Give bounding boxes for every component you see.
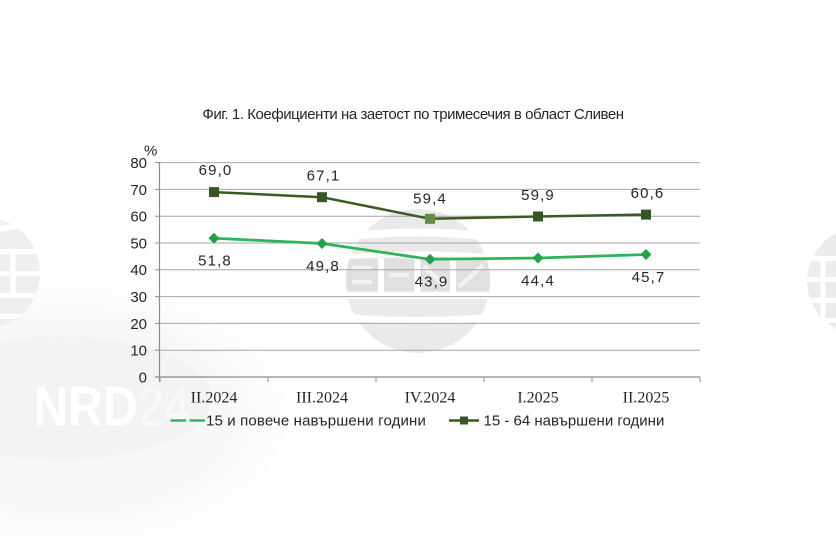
svg-text:15 и повече навършени години: 15 и повече навършени години <box>206 413 426 430</box>
svg-text:II.2025: II.2025 <box>623 390 670 407</box>
svg-text:40: 40 <box>130 262 147 279</box>
svg-text:15 - 64 навършени години: 15 - 64 навършени години <box>484 413 665 430</box>
svg-text:%: % <box>144 143 157 160</box>
svg-text:51,8: 51,8 <box>198 253 232 270</box>
svg-text:59,4: 59,4 <box>413 191 447 208</box>
svg-text:NRD: NRD <box>34 376 138 438</box>
svg-text:80: 80 <box>130 155 147 172</box>
svg-text:49,8: 49,8 <box>306 258 340 275</box>
svg-text:44,4: 44,4 <box>521 273 555 290</box>
svg-text:0: 0 <box>139 369 147 386</box>
svg-text:II.2024: II.2024 <box>191 390 238 407</box>
svg-text:69,0: 69,0 <box>199 162 233 179</box>
svg-text:24: 24 <box>138 376 190 438</box>
svg-text:60,6: 60,6 <box>631 185 665 202</box>
svg-text:Фиг. 1. Коефициенти на заетост: Фиг. 1. Коефициенти на заетост по тримес… <box>202 106 623 123</box>
svg-text:43,9: 43,9 <box>415 274 449 291</box>
svg-text:70: 70 <box>130 182 147 199</box>
svg-text:20: 20 <box>130 316 147 333</box>
svg-text:III.2024: III.2024 <box>296 390 348 407</box>
svg-text:45,7: 45,7 <box>632 269 666 286</box>
svg-text:I.2025: I.2025 <box>517 390 558 407</box>
svg-text:50: 50 <box>130 235 147 252</box>
svg-text:IV.2024: IV.2024 <box>405 390 456 407</box>
svg-text:10: 10 <box>130 343 147 360</box>
svg-text:67,1: 67,1 <box>307 168 341 185</box>
svg-text:30: 30 <box>130 289 147 306</box>
svg-text:59,9: 59,9 <box>521 187 555 204</box>
svg-text:60: 60 <box>130 209 147 226</box>
